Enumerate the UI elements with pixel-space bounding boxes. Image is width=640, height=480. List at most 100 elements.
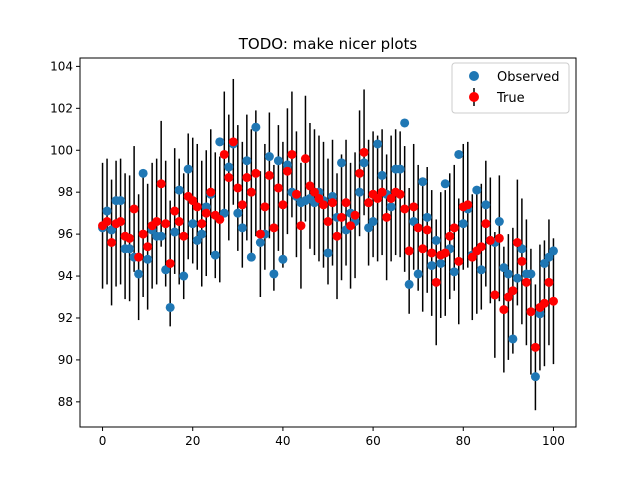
true-point — [260, 202, 270, 212]
true-point — [170, 206, 180, 216]
plot-area-frame — [79, 57, 577, 428]
true-point — [296, 221, 306, 231]
observed-point — [183, 164, 193, 174]
observed-point — [323, 248, 333, 258]
true-point — [305, 181, 315, 191]
true-point — [255, 229, 265, 239]
observed-point — [377, 170, 387, 180]
true-point — [440, 248, 450, 258]
true-point — [328, 198, 338, 208]
true-series — [98, 137, 558, 352]
true-point — [490, 290, 500, 300]
observed-point — [188, 219, 198, 229]
true-point — [544, 277, 554, 287]
true-point — [463, 200, 473, 210]
chart-title: TODO: make nicer plots — [238, 35, 418, 53]
observed-point — [413, 269, 423, 279]
legend-marker-true — [469, 92, 479, 102]
true-point — [269, 223, 279, 233]
true-point — [467, 252, 477, 262]
true-point — [314, 193, 324, 203]
observed-point — [328, 191, 338, 201]
observed-point — [422, 212, 432, 222]
observed-point — [215, 137, 225, 147]
true-point — [503, 292, 513, 302]
observed-point — [278, 254, 288, 264]
observed-point — [359, 158, 369, 168]
observed-point — [116, 196, 126, 206]
legend-label-observed: Observed — [497, 70, 560, 85]
true-point — [346, 221, 356, 231]
true-point — [309, 187, 319, 197]
observed-point — [179, 271, 189, 281]
observed-point — [494, 217, 504, 227]
true-point — [373, 193, 383, 203]
true-point — [206, 187, 216, 197]
y-tick-label: 92 — [58, 311, 73, 325]
observed-point — [219, 208, 229, 218]
y-tick-label: 98 — [58, 185, 73, 199]
true-point — [165, 258, 175, 268]
y-tick-label: 102 — [50, 101, 73, 115]
true-point — [323, 217, 333, 227]
true-point — [341, 198, 351, 208]
observed-point — [337, 158, 347, 168]
true-point — [481, 219, 491, 229]
true-point — [521, 277, 531, 287]
observed-point — [107, 225, 117, 235]
true-point — [138, 229, 148, 239]
observed-point — [125, 244, 135, 254]
observed-point — [535, 309, 545, 319]
observed-point — [481, 200, 491, 210]
observed-point — [512, 273, 522, 283]
observed-point — [418, 177, 428, 187]
true-point — [382, 212, 392, 222]
true-point — [246, 187, 256, 197]
x-tick-label: 80 — [456, 434, 471, 448]
observed-point — [143, 254, 153, 264]
observed-point — [436, 258, 446, 268]
true-point — [449, 223, 459, 233]
true-point — [508, 286, 518, 296]
observed-point — [210, 250, 220, 260]
observed-point — [508, 334, 518, 344]
true-point — [242, 173, 252, 183]
observed-point — [526, 269, 536, 279]
true-point — [499, 305, 509, 315]
true-point — [129, 204, 139, 214]
observed-point — [530, 372, 540, 382]
observed-point — [201, 202, 211, 212]
observed-point — [373, 139, 383, 149]
true-point — [337, 212, 347, 222]
observed-point — [138, 168, 148, 178]
observed-point — [233, 208, 243, 218]
observed-point — [273, 156, 283, 166]
true-point — [548, 296, 558, 306]
true-point — [224, 173, 234, 183]
true-point — [485, 235, 495, 245]
observed-point — [192, 235, 202, 245]
true-point — [300, 154, 310, 164]
observed-point — [161, 265, 171, 275]
true-point — [476, 242, 486, 252]
true-point — [427, 248, 437, 258]
true-point — [215, 214, 225, 224]
true-point — [273, 183, 283, 193]
observed-point — [517, 244, 527, 254]
true-point — [161, 219, 171, 229]
observed-point — [364, 223, 374, 233]
observed-point — [224, 162, 234, 172]
y-tick-label: 96 — [58, 227, 73, 241]
observed-point — [269, 269, 279, 279]
true-point — [291, 189, 301, 199]
observed-point — [282, 160, 292, 170]
observed-point — [246, 252, 256, 262]
true-point — [174, 217, 184, 227]
true-point — [102, 217, 112, 227]
true-point — [418, 244, 428, 254]
true-point — [282, 166, 292, 176]
true-point — [134, 252, 144, 262]
observed-point — [409, 217, 419, 227]
true-point — [179, 231, 189, 241]
